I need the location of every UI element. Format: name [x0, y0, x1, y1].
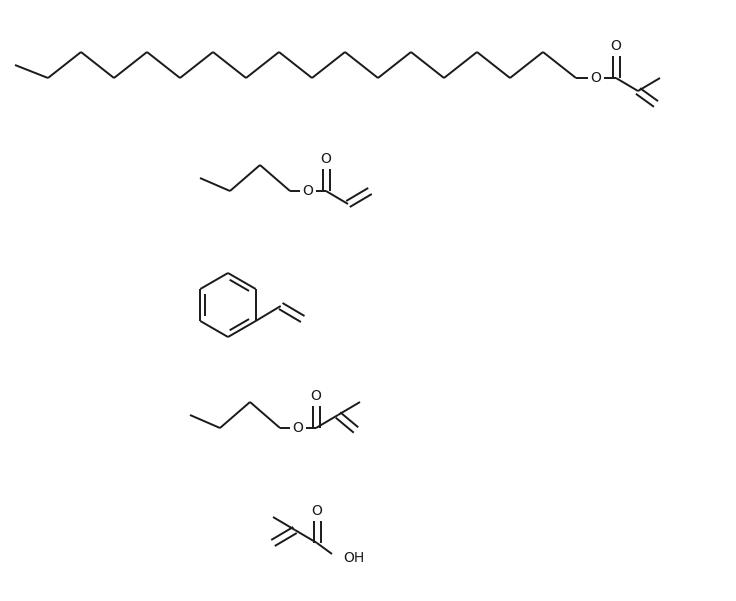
Text: O: O [321, 152, 331, 166]
Text: O: O [590, 71, 601, 85]
Text: O: O [311, 389, 322, 403]
Text: O: O [302, 184, 314, 198]
Text: O: O [311, 504, 322, 518]
Text: O: O [611, 39, 621, 53]
Text: OH: OH [343, 551, 364, 565]
Text: O: O [293, 421, 303, 435]
